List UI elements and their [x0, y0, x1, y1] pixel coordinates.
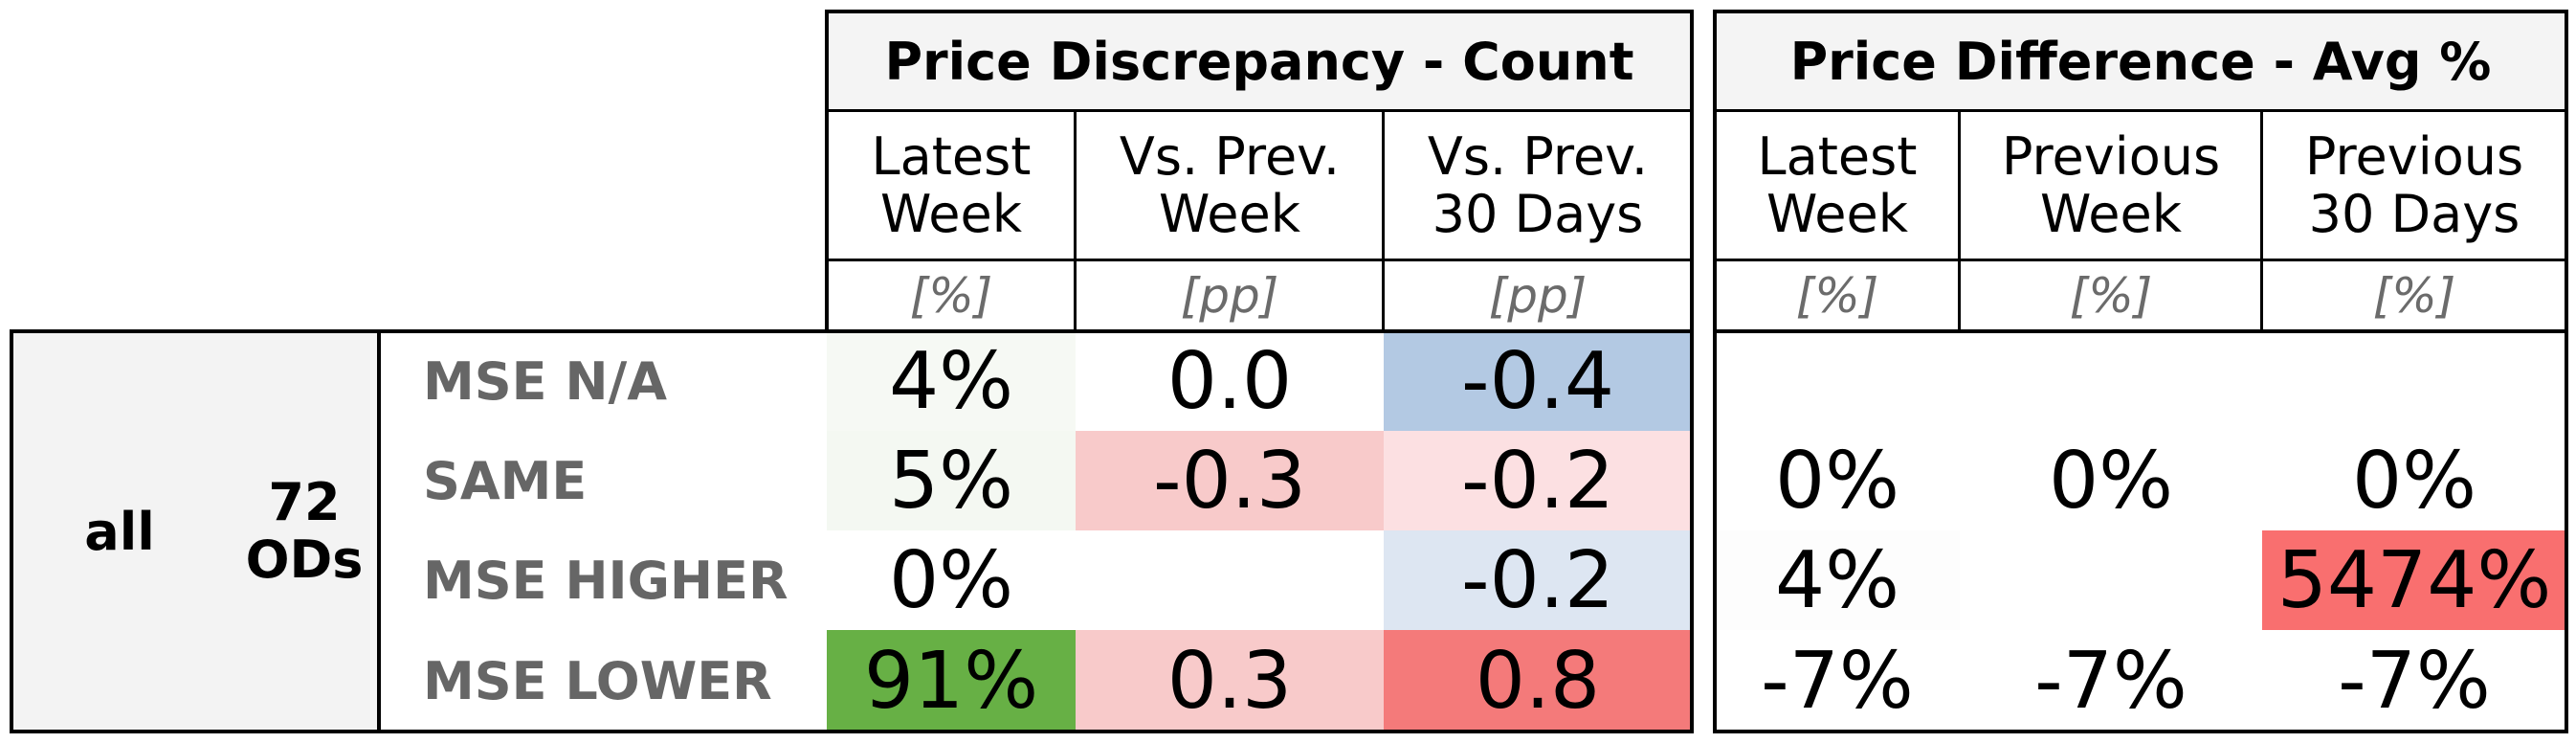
data-cell: 0% [2262, 431, 2566, 530]
divider [1690, 10, 1694, 733]
divider [1713, 259, 2568, 261]
unit-label: [%] [2069, 268, 2153, 324]
divider [1074, 109, 1077, 333]
data-cell: 0.0 [1076, 331, 1384, 431]
col-header-latest-week-avg: Latest Week [1757, 126, 1918, 244]
data-cell: 0% [1960, 431, 2262, 530]
data-cell: 4% [827, 331, 1076, 431]
divider [1958, 109, 1961, 333]
segment-count: 72 ODs [245, 472, 364, 590]
divider [377, 329, 381, 733]
col-header-previous-30-days: Previous 30 Days [2304, 126, 2524, 244]
group-header-price-difference-avg: Price Difference - Avg % [1715, 11, 2566, 111]
divider [10, 329, 13, 733]
divider [2565, 10, 2568, 733]
divider [1382, 109, 1385, 333]
row-label-mse-lower: MSE LOWER [423, 650, 772, 711]
data-cell: -0.4 [1384, 331, 1692, 431]
unit-label: [pp] [1488, 268, 1588, 324]
data-cell: 0% [1715, 431, 1960, 530]
divider [1713, 10, 2568, 13]
unit-label: [%] [2372, 268, 2456, 324]
data-cell [2262, 331, 2566, 431]
data-cell: 5474% [2262, 530, 2566, 630]
divider [1713, 109, 2568, 112]
col-header-latest-week: Latest Week [871, 126, 1032, 244]
data-cell [1960, 331, 2262, 431]
row-label-mse-na: MSE N/A [423, 350, 668, 412]
divider [1713, 329, 2568, 333]
data-cell: 91% [827, 630, 1076, 732]
data-cell: -7% [1960, 630, 2262, 732]
data-cell: -7% [1715, 630, 1960, 732]
group-header-price-discrepancy-count: Price Discrepancy - Count [827, 11, 1692, 111]
row-label-same: SAME [423, 450, 588, 511]
divider [10, 329, 1694, 333]
data-cell: 0% [827, 530, 1076, 630]
divider [2260, 109, 2263, 333]
data-cell: 0.3 [1076, 630, 1384, 732]
divider [10, 730, 1694, 733]
data-cell: -0.2 [1384, 530, 1692, 630]
divider [825, 259, 1694, 261]
row-label-mse-higher: MSE HIGHER [423, 550, 788, 611]
divider [825, 10, 1694, 13]
divider [825, 10, 829, 333]
col-header-vs-prev-30-days: Vs. Prev. 30 Days [1427, 126, 1649, 244]
data-cell: -0.3 [1076, 431, 1384, 530]
divider [1713, 10, 1717, 733]
segment-name: all [84, 501, 155, 562]
data-cell [1076, 530, 1384, 630]
data-cell: 4% [1715, 530, 1960, 630]
unit-label: [%] [1795, 268, 1879, 324]
divider [825, 109, 1694, 112]
unit-label: [%] [909, 268, 993, 324]
data-cell [1715, 331, 1960, 431]
col-header-vs-prev-week: Vs. Prev. Week [1119, 126, 1341, 244]
data-cell: 5% [827, 431, 1076, 530]
segment-panel [11, 331, 379, 732]
data-cell: -0.2 [1384, 431, 1692, 530]
data-cell: 0.8 [1384, 630, 1692, 732]
divider [1713, 730, 2568, 733]
data-cell: -7% [2262, 630, 2566, 732]
data-cell [1960, 530, 2262, 630]
unit-label: [pp] [1180, 268, 1279, 324]
col-header-previous-week: Previous Week [2001, 126, 2221, 244]
